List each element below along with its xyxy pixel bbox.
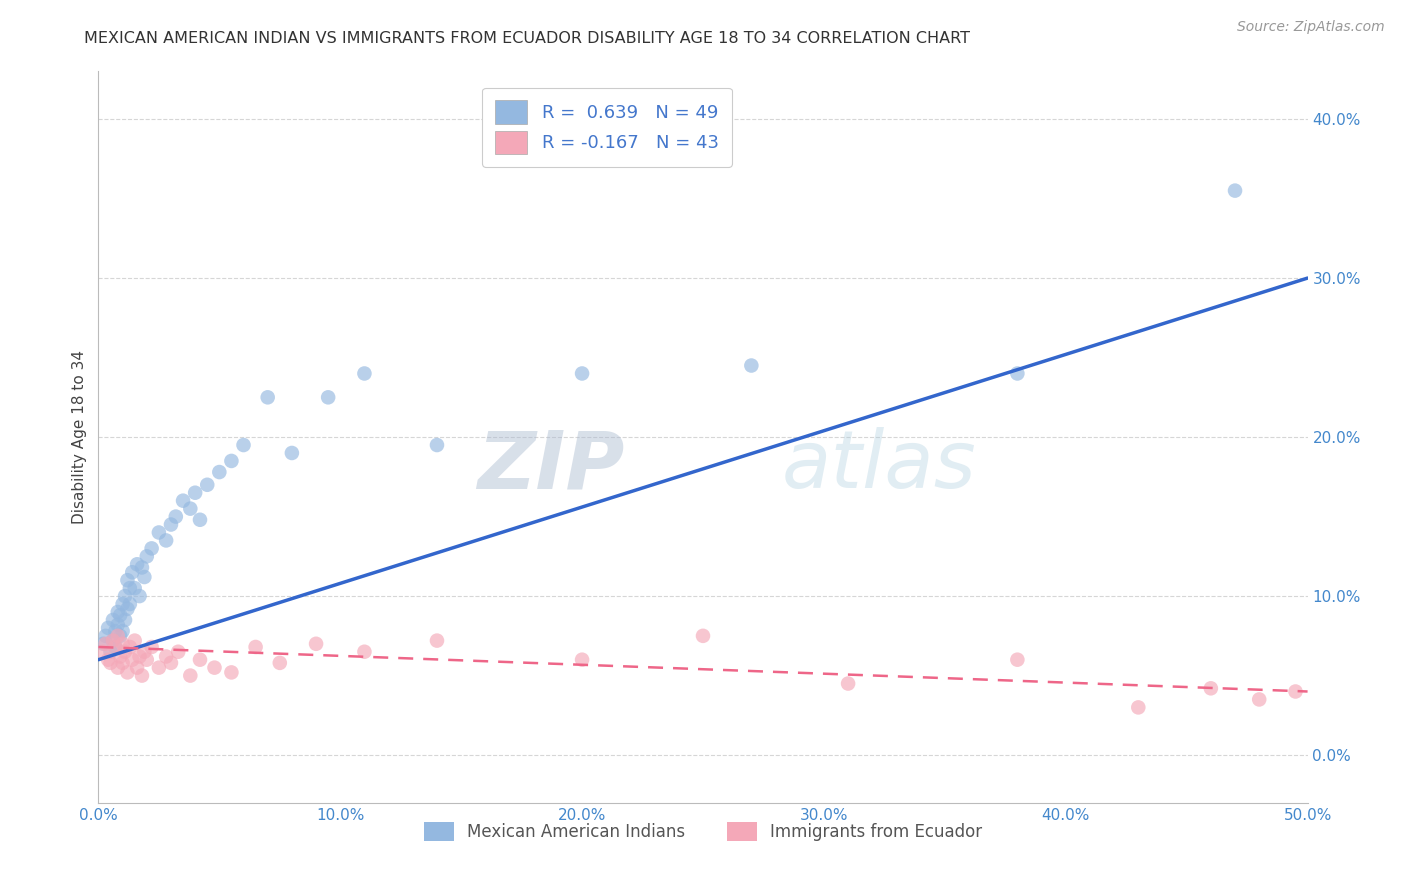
Point: [167, 645, 190, 659]
Point: [108, 608, 131, 623]
Point: [141, 541, 163, 556]
Point: [107, 660, 129, 674]
Point: [179, 668, 201, 682]
Point: [160, 656, 183, 670]
Point: [127, 558, 149, 572]
Point: [740, 359, 762, 373]
Point: [165, 509, 187, 524]
Point: [104, 640, 127, 654]
Point: [97, 621, 120, 635]
Point: [155, 649, 177, 664]
Point: [353, 645, 375, 659]
Point: [232, 438, 254, 452]
Point: [426, 633, 449, 648]
Point: [94, 637, 117, 651]
Point: [107, 617, 129, 632]
Point: [107, 605, 129, 619]
Point: [111, 624, 134, 638]
Point: [256, 390, 278, 404]
Point: [117, 573, 139, 587]
Point: [124, 581, 146, 595]
Point: [107, 629, 129, 643]
Point: [127, 660, 149, 674]
Point: [104, 624, 127, 638]
Point: [114, 589, 136, 603]
Point: [121, 653, 143, 667]
Point: [111, 656, 134, 670]
Point: [134, 570, 156, 584]
Point: [221, 454, 243, 468]
Point: [281, 446, 304, 460]
Point: [118, 581, 141, 595]
Point: [188, 653, 211, 667]
Point: [148, 660, 170, 674]
Point: [118, 597, 141, 611]
Point: [837, 676, 859, 690]
Point: [172, 493, 194, 508]
Point: [111, 637, 134, 651]
Point: [1249, 692, 1271, 706]
Point: [104, 640, 127, 654]
Point: [101, 613, 124, 627]
Point: [1007, 653, 1029, 667]
Point: [155, 533, 177, 548]
Point: [305, 637, 328, 651]
Point: [571, 367, 593, 381]
Point: [135, 653, 157, 667]
Point: [91, 645, 114, 659]
Point: [195, 477, 218, 491]
Point: [1007, 367, 1029, 381]
Point: [1284, 684, 1306, 698]
Point: [184, 485, 207, 500]
Point: [353, 367, 375, 381]
Text: MEXICAN AMERICAN INDIAN VS IMMIGRANTS FROM ECUADOR DISABILITY AGE 18 TO 34 CORRE: MEXICAN AMERICAN INDIAN VS IMMIGRANTS FR…: [84, 31, 970, 46]
Point: [121, 566, 143, 580]
Point: [100, 645, 122, 659]
Point: [134, 645, 156, 659]
Point: [160, 517, 183, 532]
Point: [114, 645, 136, 659]
Point: [131, 560, 153, 574]
Text: atlas: atlas: [782, 427, 976, 506]
Point: [204, 660, 226, 674]
Point: [179, 501, 201, 516]
Legend: Mexican American Indians, Immigrants from Ecuador: Mexican American Indians, Immigrants fro…: [415, 814, 991, 849]
Point: [426, 438, 449, 452]
Point: [111, 597, 134, 611]
Point: [101, 633, 124, 648]
Text: ZIP: ZIP: [477, 427, 624, 506]
Point: [135, 549, 157, 564]
Point: [94, 629, 117, 643]
Text: Source: ZipAtlas.com: Source: ZipAtlas.com: [1237, 20, 1385, 34]
Point: [117, 602, 139, 616]
Point: [128, 589, 150, 603]
Point: [108, 649, 131, 664]
Point: [571, 653, 593, 667]
Point: [97, 653, 120, 667]
Point: [118, 640, 141, 654]
Point: [1223, 184, 1246, 198]
Point: [1199, 681, 1222, 696]
Point: [128, 649, 150, 664]
Point: [108, 629, 131, 643]
Point: [245, 640, 267, 654]
Point: [100, 656, 122, 670]
Point: [101, 633, 124, 648]
Point: [131, 668, 153, 682]
Point: [124, 633, 146, 648]
Point: [208, 465, 231, 479]
Point: [117, 665, 139, 680]
Point: [692, 629, 714, 643]
Point: [221, 665, 243, 680]
Point: [148, 525, 170, 540]
Point: [91, 637, 114, 651]
Point: [316, 390, 339, 404]
Point: [269, 656, 291, 670]
Point: [188, 513, 211, 527]
Point: [114, 613, 136, 627]
Point: [1128, 700, 1150, 714]
Y-axis label: Disability Age 18 to 34: Disability Age 18 to 34: [72, 350, 87, 524]
Point: [141, 640, 163, 654]
